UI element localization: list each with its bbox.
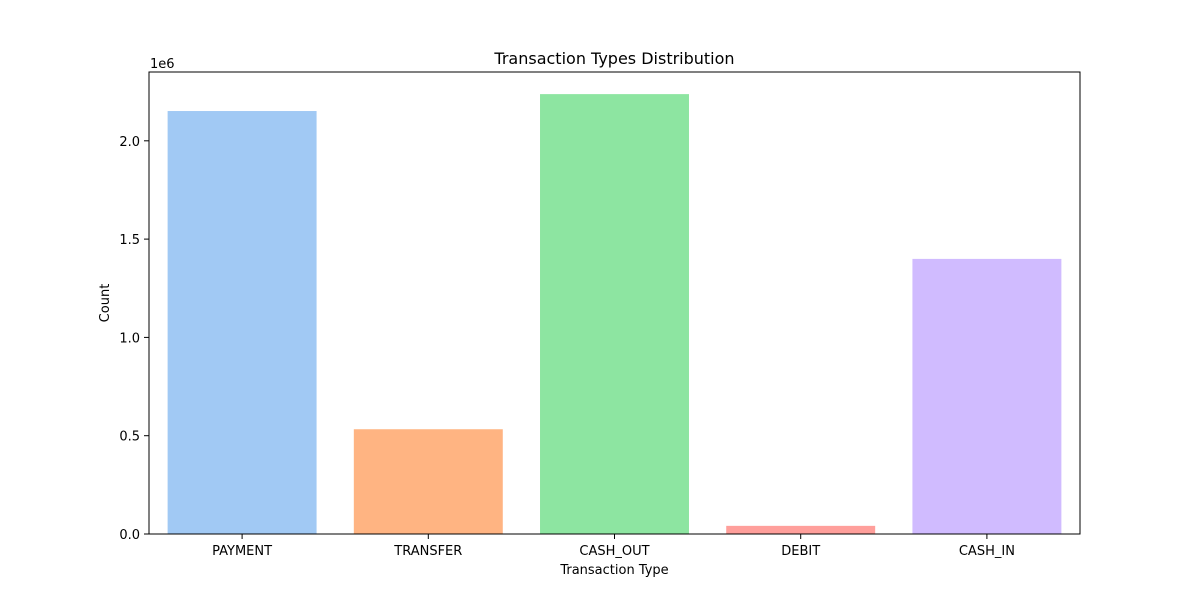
- chart-title: Transaction Types Distribution: [493, 49, 734, 68]
- y-tick-label: 1.5: [119, 233, 140, 248]
- y-tick-label: 0.5: [119, 430, 140, 445]
- x-tick-label: TRANSFER: [393, 544, 462, 559]
- y-tick-label: 2.0: [119, 135, 140, 150]
- plot-frame: [148, 71, 1081, 535]
- x-tick-label: CASH_OUT: [579, 544, 649, 559]
- y-ticks-group: 0.0 0.5 1.0 1.5 2.0: [119, 135, 149, 543]
- bar-cash-in: [912, 258, 1062, 534]
- x-tick-label: DEBIT: [781, 544, 820, 559]
- y-axis-offset-label: 1e6: [150, 57, 175, 72]
- bars-group: [167, 94, 1062, 535]
- x-tick-label: CASH_IN: [959, 544, 1015, 559]
- bar-payment: [167, 111, 317, 534]
- x-ticks-group: PAYMENT TRANSFER CASH_OUT DEBIT CASH_IN: [212, 534, 1015, 559]
- y-tick-label: 0.0: [119, 528, 140, 543]
- bar-transfer: [353, 429, 503, 534]
- x-tick-label: PAYMENT: [212, 544, 272, 559]
- bar-cash-out: [540, 94, 689, 535]
- bar-debit: [726, 525, 876, 534]
- y-axis-label: Count: [98, 284, 113, 323]
- x-axis-label: Transaction Type: [559, 563, 668, 578]
- y-tick-label: 1.0: [119, 331, 140, 346]
